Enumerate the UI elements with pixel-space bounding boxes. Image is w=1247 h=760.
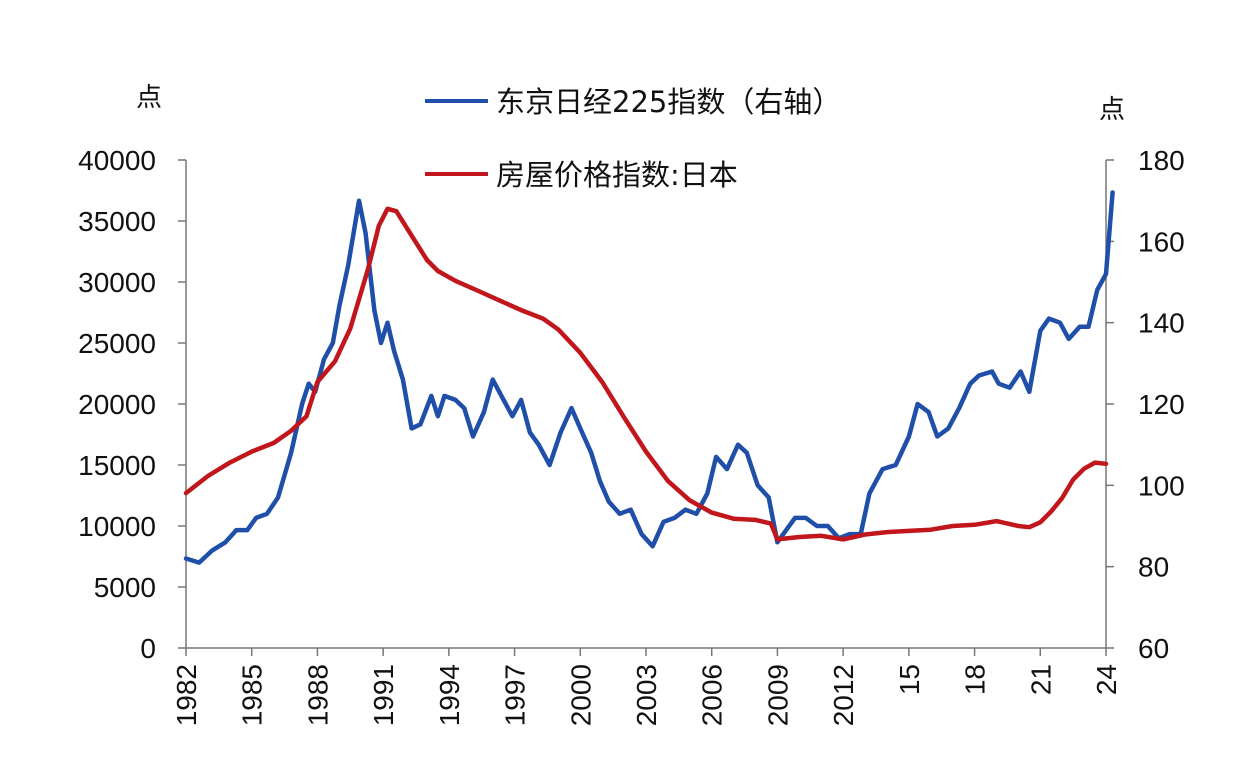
x-tick-label: 18	[960, 664, 991, 695]
nikkei-series-line	[183, 190, 1115, 565]
legend-label-housing: 房屋价格指数:日本	[496, 158, 738, 192]
x-tick-label: 2000	[565, 664, 596, 726]
left-tick-label: 30000	[78, 267, 156, 298]
plot-area: 0 5000 10000 15000 20000 25000 30000 35000 40000…	[78, 145, 1185, 726]
left-tick-label: 5000	[94, 572, 156, 603]
left-tick-label: 15000	[78, 450, 156, 481]
right-tick-label: 100	[1138, 470, 1185, 501]
right-tick-label: 120	[1138, 389, 1185, 420]
right-tick-label: 180	[1138, 145, 1185, 176]
left-tick-label: 35000	[78, 206, 156, 237]
x-tick-label: 1991	[368, 664, 399, 726]
legend: 东京日经225指数（右轴） 房屋价格指数:日本	[425, 85, 841, 192]
right-tick-label: 140	[1138, 308, 1185, 339]
x-tick-label: 1985	[237, 664, 268, 726]
right-axis-unit: 点	[1099, 95, 1125, 125]
x-tick-label: 1997	[500, 664, 531, 726]
left-tick-label: 25000	[78, 328, 156, 359]
x-tick-label: 1988	[302, 664, 333, 726]
left-tick-label: 20000	[78, 389, 156, 420]
right-axis-ticks: 60 80 100 120 140 160 180	[1106, 145, 1185, 664]
x-tick-label: 2006	[697, 664, 728, 726]
x-tick-label: 1982	[171, 664, 202, 726]
left-tick-label: 10000	[78, 511, 156, 542]
x-tick-label: 21	[1025, 664, 1056, 695]
left-axis-ticks: 0 5000 10000 15000 20000 25000 30000 35000 40000	[78, 145, 186, 664]
left-tick-label: 40000	[78, 145, 156, 176]
right-tick-label: 80	[1138, 552, 1169, 583]
x-tick-label: 2003	[631, 664, 662, 726]
x-tick-label: 15	[894, 664, 925, 695]
right-tick-label: 160	[1138, 226, 1185, 257]
x-tick-label: 2009	[762, 664, 793, 726]
legend-label-nikkei: 东京日经225指数（右轴）	[496, 85, 841, 119]
left-axis-unit: 点	[136, 83, 162, 113]
x-tick-label: 2012	[828, 664, 859, 726]
right-tick-label: 60	[1138, 633, 1169, 664]
x-axis-ticks: 1982 1985 1988 1991 1994 1997 2000 2003 2006 2009…	[171, 648, 1122, 726]
series-layer	[183, 190, 1115, 565]
left-tick-label: 0	[140, 633, 156, 664]
x-tick-label: 24	[1091, 664, 1122, 695]
x-tick-label: 1994	[434, 664, 465, 726]
housing-series-line	[183, 206, 1109, 542]
